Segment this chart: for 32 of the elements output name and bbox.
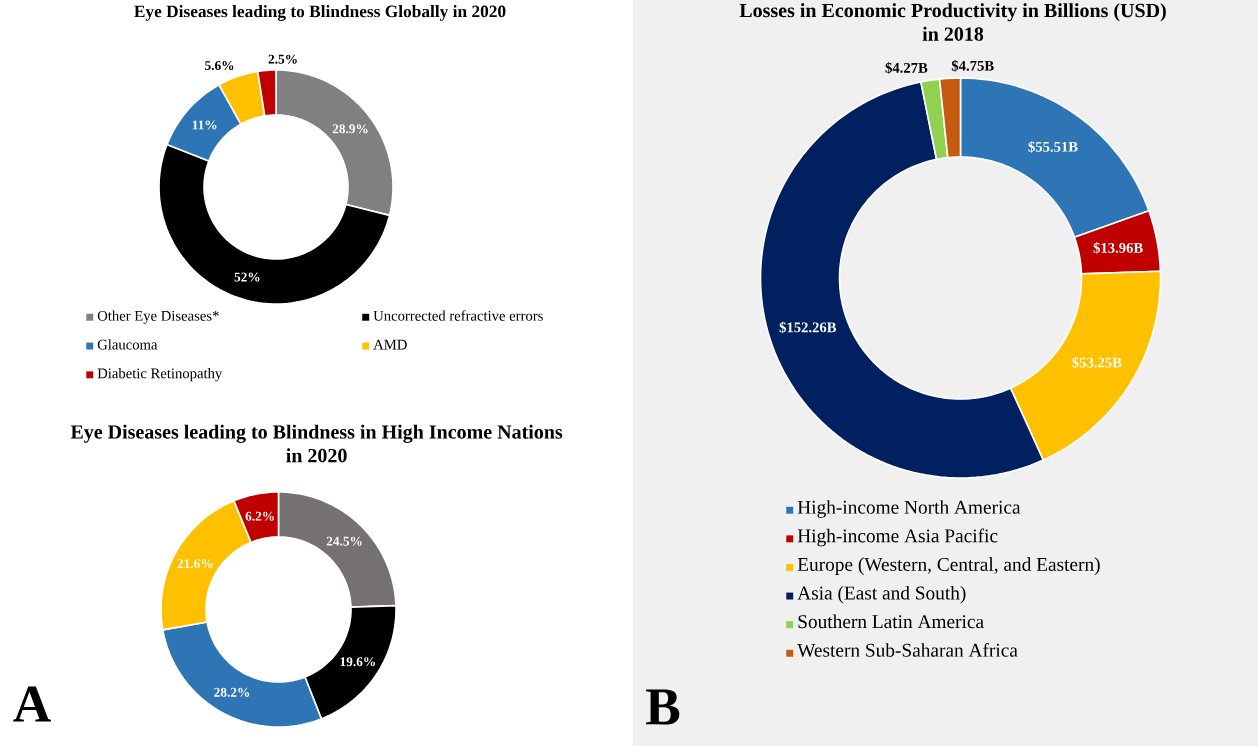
legend-label: Southern Latin America (798, 614, 984, 629)
chart-title: Eye Diseases leading to Blindness Globally in 2020 (134, 5, 506, 21)
legend-label: Diabetic Retinopathy (97, 368, 223, 382)
data-label: 2.5% (268, 54, 297, 64)
data-label: $4.27B (885, 62, 928, 74)
chart-title: Eye Diseases leading to Blindness in High Income Nations in 2020 (70, 424, 563, 463)
legend-label: Western Sub-Saharan Africa (797, 642, 1018, 657)
data-label: 28.9% (332, 124, 368, 134)
data-label: 5.6% (205, 61, 234, 71)
legend-label: Glaucoma (97, 339, 158, 350)
legend-label: Other Eye Diseases* (97, 310, 219, 324)
data-label: $13.96B (1093, 242, 1143, 254)
data-label: $55.51B (1028, 140, 1078, 153)
legend-label: Europe (Western, Central, and Eastern) (797, 557, 1100, 575)
text: B (646, 689, 680, 725)
data-label: 52% (234, 272, 260, 282)
legend-label: High-income North America (797, 500, 1021, 518)
data-label: 11% (192, 120, 217, 130)
chart-title: Losses in Economic Productivity in Billions (USD) in 2018 (739, 3, 1166, 41)
legend-label: High-income Asia Pacific (797, 528, 998, 547)
data-label: $152.26B (779, 321, 837, 334)
data-label: 21.6% (177, 559, 213, 569)
data-label: $4.75B (951, 59, 994, 72)
data-label: $53.25B (1072, 356, 1122, 369)
data-label: 19.6% (340, 657, 375, 667)
data-label: 28.2% (214, 687, 250, 697)
legend-label: AMD (373, 339, 407, 350)
legend-label: Uncorrected refractive errors (373, 310, 543, 321)
data-label: 6.2% (245, 511, 274, 521)
data-label: 24.5% (326, 536, 362, 546)
text: A (13, 686, 51, 722)
legend-label: Asia (East and South) (797, 585, 966, 604)
